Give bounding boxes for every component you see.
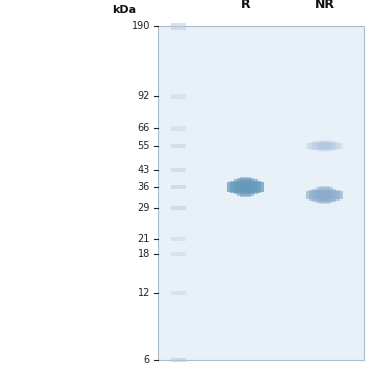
FancyBboxPatch shape: [158, 26, 364, 360]
FancyBboxPatch shape: [306, 191, 343, 200]
FancyBboxPatch shape: [312, 189, 336, 202]
Text: R: R: [241, 0, 250, 11]
FancyBboxPatch shape: [171, 94, 186, 99]
FancyBboxPatch shape: [237, 178, 254, 196]
Text: 43: 43: [138, 165, 150, 175]
Text: 29: 29: [138, 203, 150, 213]
Text: 190: 190: [132, 21, 150, 31]
Text: 12: 12: [138, 288, 150, 298]
FancyBboxPatch shape: [316, 141, 333, 152]
FancyBboxPatch shape: [319, 186, 330, 204]
FancyBboxPatch shape: [171, 237, 186, 241]
Text: 18: 18: [138, 249, 150, 259]
Text: 92: 92: [138, 91, 150, 101]
Text: 55: 55: [138, 141, 150, 151]
FancyBboxPatch shape: [309, 190, 340, 201]
Text: kDa: kDa: [112, 5, 136, 15]
FancyBboxPatch shape: [309, 142, 340, 150]
FancyBboxPatch shape: [171, 168, 186, 172]
FancyBboxPatch shape: [171, 252, 186, 256]
FancyBboxPatch shape: [171, 291, 186, 295]
FancyBboxPatch shape: [171, 358, 186, 362]
FancyBboxPatch shape: [171, 144, 186, 148]
FancyBboxPatch shape: [171, 23, 186, 30]
FancyBboxPatch shape: [227, 182, 264, 192]
FancyBboxPatch shape: [171, 184, 186, 189]
FancyBboxPatch shape: [240, 177, 251, 197]
FancyBboxPatch shape: [316, 188, 333, 203]
FancyBboxPatch shape: [230, 181, 261, 193]
Text: 21: 21: [138, 234, 150, 244]
Text: 36: 36: [138, 182, 150, 192]
Text: NR: NR: [314, 0, 334, 11]
FancyBboxPatch shape: [312, 141, 336, 150]
FancyBboxPatch shape: [319, 140, 330, 152]
FancyBboxPatch shape: [234, 179, 258, 194]
FancyBboxPatch shape: [306, 143, 343, 149]
FancyBboxPatch shape: [171, 206, 186, 210]
Text: 66: 66: [138, 123, 150, 134]
Text: 6: 6: [144, 355, 150, 365]
FancyBboxPatch shape: [171, 126, 186, 130]
